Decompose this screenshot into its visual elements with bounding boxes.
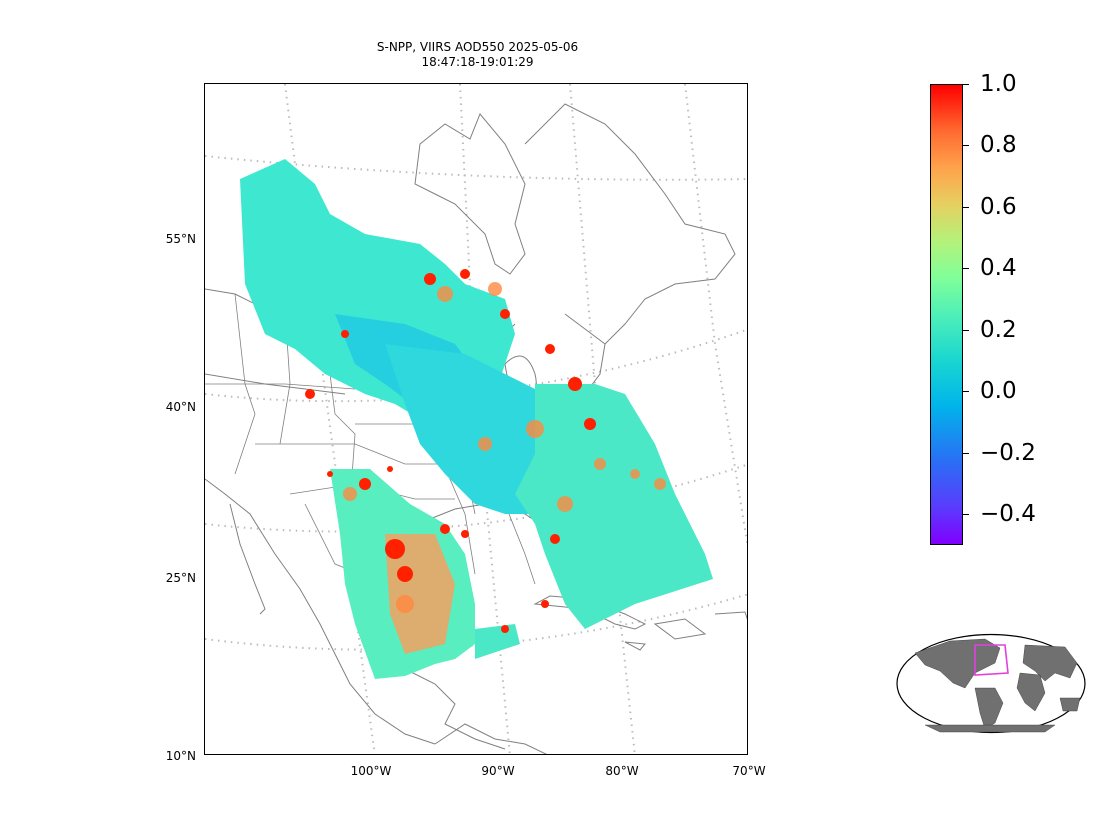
main-map: [204, 83, 748, 755]
colorbar-tick: [963, 452, 969, 454]
colorbar-tick: [963, 268, 969, 270]
lat-label-25: 25°N: [165, 571, 196, 585]
lon-label-70w: 70°W: [732, 764, 766, 778]
title-line-2: 18:47:18-19:01:29: [421, 55, 534, 69]
title-line-1: S-NPP, VIIRS AOD550 2025-05-06: [376, 40, 579, 54]
colorbar-tick-label: 0.6: [980, 193, 1017, 220]
lon-label-100w: 100°W: [350, 764, 392, 778]
lon-label-80w: 80°W: [605, 764, 639, 778]
colorbar-tick-label: 0.2: [980, 316, 1017, 343]
colorbar-tick-label: −0.2: [980, 439, 1036, 466]
colorbar-tick-label: 0.4: [980, 255, 1017, 282]
map-canvas: [205, 84, 747, 754]
globe-land: [914, 638, 1081, 733]
map-title: S-NPP, VIIRS AOD550 2025-05-06 18:47:18-…: [330, 40, 625, 70]
inset-globe: [896, 633, 1086, 734]
lat-label-10: 10°N: [165, 749, 196, 763]
colorbar-tick: [963, 84, 969, 85]
swath-box: [974, 644, 1009, 676]
colorbar-tick: [963, 391, 969, 393]
colorbar-tick-label: 0.8: [980, 132, 1017, 159]
lat-label-55: 55°N: [165, 232, 196, 246]
aod-swath: [240, 159, 713, 679]
colorbar-tick: [963, 329, 969, 331]
colorbar-tick-label: −0.4: [980, 501, 1036, 528]
colorbar-tick: [963, 514, 969, 516]
colorbar-tick: [963, 145, 969, 147]
lon-label-90w: 90°W: [481, 764, 515, 778]
colorbar-tick: [963, 206, 969, 208]
lat-label-40: 40°N: [165, 400, 196, 414]
colorbar-tick-label: 0.0: [980, 378, 1017, 405]
colorbar: [930, 84, 963, 545]
colorbar-tick-label: 1.0: [980, 71, 1017, 97]
